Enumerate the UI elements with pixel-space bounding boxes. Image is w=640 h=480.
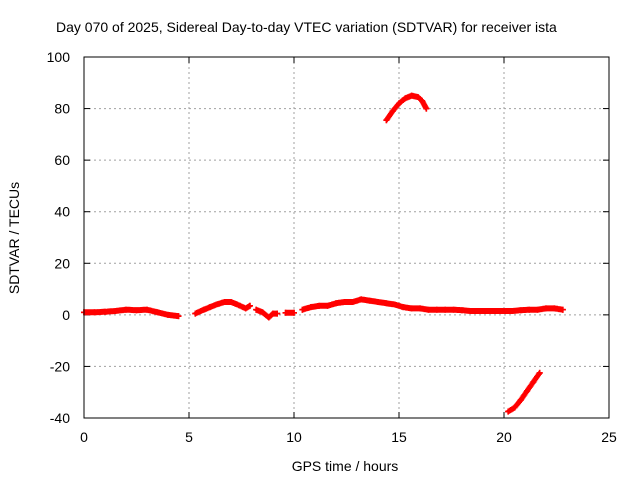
data-series (81, 92, 566, 415)
data-point (192, 310, 199, 317)
x-tick-label: 10 (286, 429, 302, 445)
data-point (366, 297, 373, 304)
y-tick-label: -20 (50, 358, 70, 374)
data-point (246, 302, 253, 309)
data-point (333, 300, 339, 307)
data-point (383, 117, 390, 124)
data-point (253, 306, 260, 313)
y-tick-label: 40 (54, 204, 70, 220)
data-point (389, 108, 396, 115)
data-point (408, 92, 415, 99)
data-point (383, 300, 390, 307)
x-tick-label: 0 (80, 429, 88, 445)
data-point (144, 306, 150, 313)
data-point (274, 310, 281, 317)
chart-title: Day 070 of 2025, Sidereal Day-to-day VTE… (56, 19, 557, 35)
data-point (200, 306, 207, 313)
data-point (459, 307, 465, 314)
x-tick-label: 25 (601, 429, 617, 445)
data-point (526, 306, 533, 313)
data-point (91, 309, 98, 316)
x-axis-label: GPS time / hours (292, 458, 399, 474)
data-point (133, 307, 140, 314)
y-axis-label: SDTVAR / TECUs (6, 182, 22, 294)
data-point (417, 305, 423, 312)
data-point (442, 306, 449, 313)
x-tick-label: 5 (185, 429, 193, 445)
data-point (492, 307, 499, 314)
data-point (375, 298, 381, 305)
data-point (408, 305, 415, 312)
data-point (509, 307, 516, 314)
data-point (551, 305, 558, 312)
data-point (484, 307, 491, 314)
data-point (324, 302, 331, 309)
data-point (524, 387, 531, 394)
y-tick-label: 100 (47, 49, 71, 65)
data-point (530, 378, 537, 385)
y-tick-label: -40 (50, 410, 70, 426)
grid-lines (84, 57, 609, 418)
data-point (396, 100, 402, 107)
y-tick-label: 80 (54, 101, 70, 117)
plot-frame (83, 56, 610, 419)
data-point-trace (383, 92, 430, 124)
data-point (501, 307, 507, 314)
data-point (402, 95, 409, 102)
y-tick-label: 60 (54, 152, 70, 168)
data-point (213, 301, 220, 308)
x-tick-label: 15 (391, 429, 407, 445)
axis-ticks: 0 5 10 15 20 25 -40 -20 0 20 40 60 80 100 (47, 49, 617, 445)
data-point (559, 306, 566, 313)
data-point (282, 309, 289, 316)
data-point (165, 311, 171, 318)
data-point (423, 105, 430, 112)
data-point (391, 301, 398, 308)
data-point (536, 369, 543, 376)
data-point (511, 404, 518, 411)
data-point (259, 309, 266, 316)
data-point (358, 296, 365, 303)
data-point (400, 304, 407, 311)
y-tick-label: 0 (62, 307, 70, 323)
data-point (299, 306, 306, 313)
data-point (154, 309, 161, 316)
data-point (221, 298, 228, 305)
data-point (112, 307, 119, 314)
data-point (228, 298, 234, 305)
data-point (425, 306, 432, 313)
x-tick-label: 20 (496, 429, 512, 445)
data-point (123, 306, 129, 313)
data-point (175, 313, 182, 320)
data-point (349, 298, 356, 305)
data-point (517, 307, 524, 314)
y-tick-label: 20 (54, 255, 70, 271)
data-point (207, 304, 213, 311)
data-point (316, 302, 323, 309)
data-point (517, 396, 524, 403)
data-point (265, 314, 272, 321)
data-point (291, 309, 297, 316)
data-point-trace (299, 296, 566, 314)
data-point (433, 306, 440, 313)
data-point (475, 307, 482, 314)
data-point (543, 305, 549, 312)
data-point (450, 306, 457, 313)
data-point (414, 93, 421, 100)
data-point (242, 305, 249, 312)
data-point (102, 308, 108, 315)
data-point (467, 307, 474, 314)
data-point (419, 97, 426, 104)
data-point (307, 304, 314, 311)
data-point (534, 306, 541, 313)
data-point (234, 301, 241, 308)
data-point (341, 298, 348, 305)
data-point-trace (505, 369, 543, 415)
data-point (505, 408, 512, 415)
